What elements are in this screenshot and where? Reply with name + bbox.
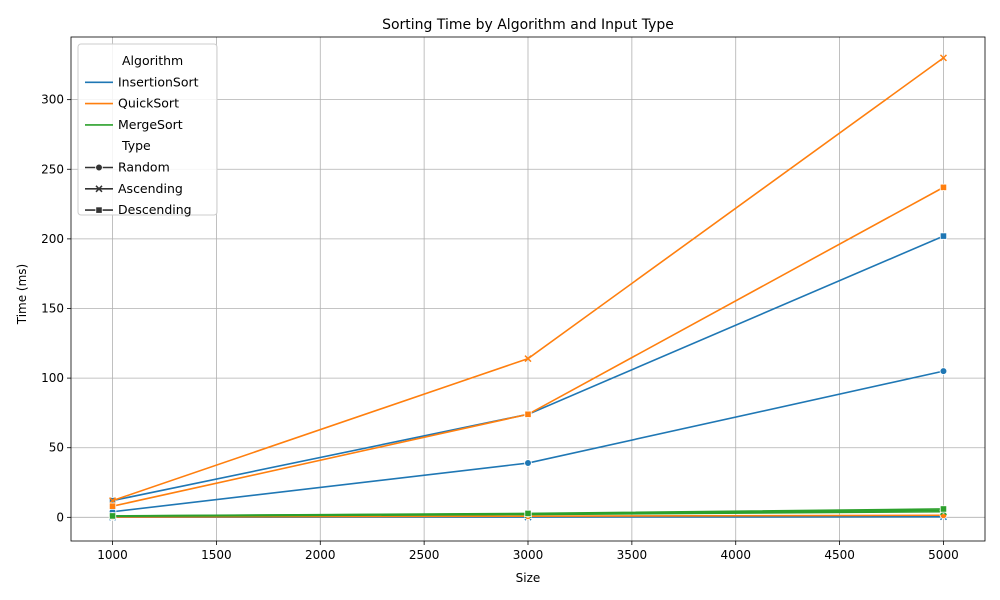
legend-box (77, 43, 218, 216)
y-tick-label: 300 (41, 93, 64, 107)
legend-label-insertionsort: InsertionSort (118, 74, 199, 89)
legend-label-random: Random (118, 160, 170, 175)
y-axis: 0 50 100 150 200 250 300 (41, 93, 71, 524)
data-point-quicksort-descending (524, 410, 532, 418)
x-tick-label: 1500 (201, 548, 232, 562)
data-point-insertionsort-descending (939, 232, 948, 240)
y-tick-label: 100 (41, 371, 64, 385)
y-tick-label: 150 (41, 301, 64, 315)
series-quicksort-descending (108, 183, 948, 510)
legend-title-type: Type (121, 138, 151, 153)
y-tick-label: 0 (56, 510, 64, 524)
x-tick-label: 5000 (928, 548, 959, 562)
legend: Algorithm InsertionSort QuickSort MergeSort… (77, 43, 218, 217)
x-tick-label: 4000 (720, 548, 751, 562)
data-point-quicksort-descending (939, 183, 948, 191)
x-tick-label: 3000 (513, 548, 544, 562)
data-point-mergesort-descending (939, 505, 948, 513)
data-point-insertionsort-random (939, 367, 948, 375)
legend-label-mergesort: MergeSort (118, 117, 183, 132)
legend-label-ascending: Ascending (118, 181, 183, 196)
x-axis: 1000 1500 2000 2500 3000 3500 4000 4500 5000 (97, 541, 959, 562)
data-point-quicksort-ascending (524, 355, 532, 363)
x-tick-label: 2500 (409, 548, 440, 562)
chart-title: Sorting Time by Algorithm and Input Type (382, 17, 674, 33)
legend-marker-random (95, 163, 103, 172)
y-axis-title: Time (ms) (15, 264, 29, 326)
legend-label-quicksort: QuickSort (118, 96, 179, 111)
legend-label-descending: Descending (118, 202, 192, 217)
y-tick-label: 250 (41, 162, 64, 176)
data-point-quicksort-ascending (939, 54, 947, 62)
series-mergesort-descending (108, 505, 948, 520)
x-tick-label: 4500 (824, 548, 855, 562)
legend-marker-descending (95, 206, 103, 214)
legend-marker-ascending (95, 185, 103, 193)
legend-title-algorithm: Algorithm (122, 53, 183, 68)
x-axis-title: Size (516, 571, 541, 585)
data-point-mergesort-descending (108, 512, 117, 520)
data-point-mergesort-descending (524, 509, 532, 518)
y-tick-label: 200 (41, 232, 64, 246)
x-tick-label: 1000 (97, 548, 128, 562)
series-layer (108, 54, 948, 521)
data-point-insertionsort-random (524, 459, 532, 467)
data-point-quicksort-descending (108, 502, 117, 510)
x-tick-label: 2000 (305, 548, 336, 562)
x-tick-label: 3500 (617, 548, 648, 562)
y-tick-label: 50 (49, 441, 64, 455)
